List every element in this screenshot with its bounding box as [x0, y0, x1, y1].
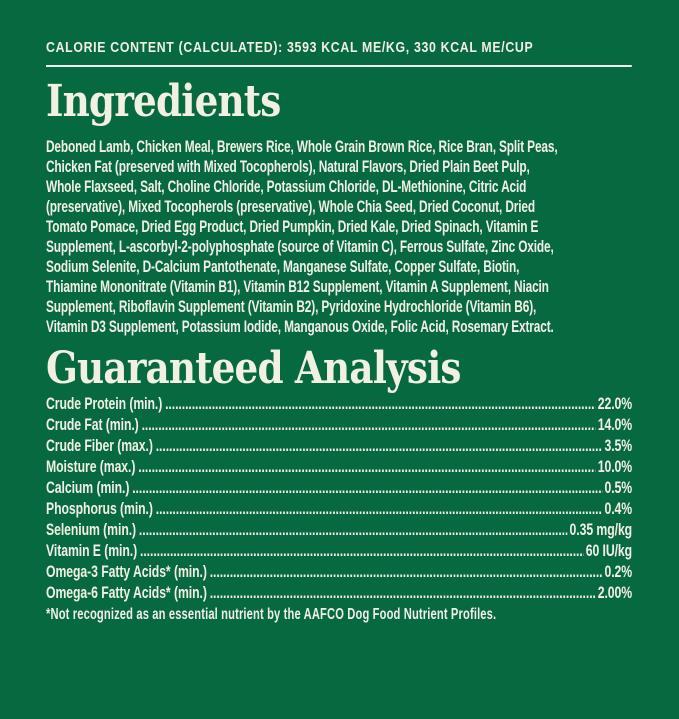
- ingredients-section: Deboned Lamb, Chicken Meal, Brewers Rice…: [46, 137, 632, 337]
- analysis-row: Selenium (min.) 0.35 mg/kg: [46, 520, 632, 541]
- guaranteed-analysis-title: Guaranteed Analysis: [46, 343, 461, 395]
- dot-leader: [139, 520, 567, 541]
- nutrient-value: 10.0%: [597, 457, 633, 477]
- nutrient-value: 0.4%: [604, 498, 633, 518]
- dot-leader: [138, 457, 595, 478]
- dot-leader: [156, 499, 603, 520]
- guaranteed-analysis-section: Crude Protein (min.)22.0%Crude Fat (min.…: [46, 394, 632, 624]
- dot-leader: [156, 436, 603, 457]
- analysis-row: Crude Fiber (max.) 3.5%: [46, 436, 632, 457]
- nutrient-label: Moisture (max.): [46, 457, 136, 477]
- nutrient-label: Calcium (min.): [46, 478, 130, 498]
- divider-rule: [46, 65, 632, 68]
- dot-leader: [210, 583, 596, 604]
- dot-leader: [210, 562, 603, 583]
- nutrient-value: 0.35 mg/kg: [569, 519, 633, 539]
- analysis-row: Moisture (max.) 10.0%: [46, 457, 632, 478]
- nutrient-label: Vitamin E (min.): [46, 540, 138, 560]
- analysis-footnote: *Not recognized as an essential nutrient…: [46, 606, 497, 624]
- label-header: CALORIE CONTENT (CALCULATED): 3593 KCAL …: [46, 40, 632, 125]
- nutrient-label: Selenium (min.): [46, 519, 137, 539]
- dot-leader: [132, 478, 602, 499]
- analysis-table: Crude Protein (min.)22.0%Crude Fat (min.…: [46, 394, 632, 603]
- nutrient-label: Crude Protein (min.): [46, 394, 163, 414]
- ingredients-title: Ingredients: [46, 76, 281, 128]
- analysis-row: Omega-3 Fatty Acids* (min.) 0.2%: [46, 562, 632, 583]
- analysis-row: Vitamin E (min.) 60 IU/kg: [46, 541, 632, 562]
- nutrient-label: Crude Fiber (max.): [46, 436, 153, 456]
- dot-leader: [165, 394, 595, 415]
- analysis-row: Phosphorus (min.) 0.4%: [46, 499, 632, 520]
- nutrient-value: 3.5%: [604, 436, 633, 456]
- dot-leader: [142, 415, 596, 436]
- calorie-content-line: CALORIE CONTENT (CALCULATED): 3593 KCAL …: [46, 40, 534, 56]
- guaranteed-analysis-header: Guaranteed Analysis: [46, 346, 632, 391]
- dot-leader: [140, 541, 584, 562]
- nutrient-value: 0.2%: [604, 561, 633, 581]
- nutrient-value: 60 IU/kg: [585, 540, 633, 560]
- nutrient-value: 22.0%: [597, 394, 633, 414]
- analysis-row: Crude Protein (min.) 22.0%: [46, 394, 632, 415]
- nutrient-label: Omega-3 Fatty Acids* (min.): [46, 561, 207, 581]
- nutrient-label: Crude Fat (min.): [46, 415, 139, 435]
- analysis-row: Calcium (min.) 0.5%: [46, 478, 632, 499]
- nutrient-label: Phosphorus (min.): [46, 498, 153, 518]
- nutrient-label: Omega-6 Fatty Acids* (min.): [46, 582, 207, 602]
- ingredients-text: Deboned Lamb, Chicken Meal, Brewers Rice…: [46, 138, 558, 337]
- analysis-row: Crude Fat (min.) 14.0%: [46, 415, 632, 436]
- analysis-row: Omega-6 Fatty Acids* (min.) 2.00%: [46, 583, 632, 604]
- nutrient-value: 0.5%: [604, 478, 633, 498]
- nutrient-value: 2.00%: [597, 582, 633, 602]
- nutrient-value: 14.0%: [597, 415, 633, 435]
